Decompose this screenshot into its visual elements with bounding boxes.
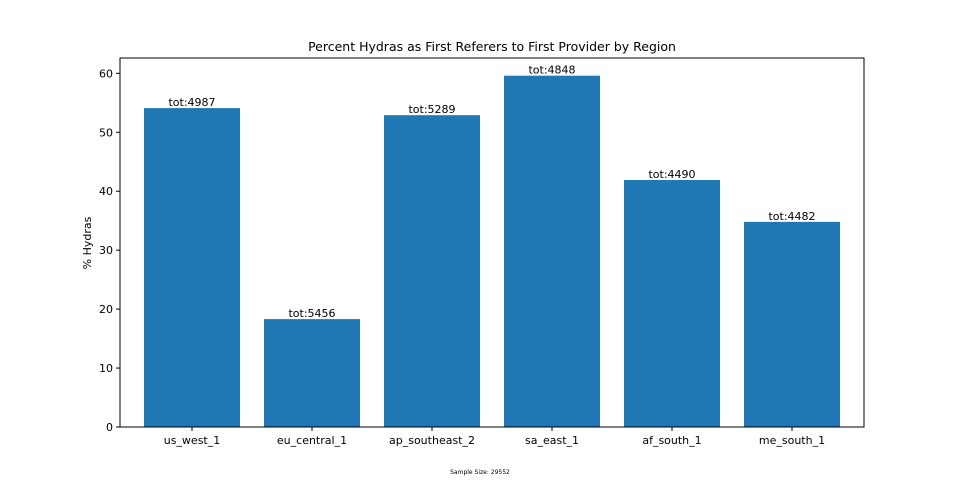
bar-value-label: tot:5289 (408, 103, 455, 116)
bars-group (144, 75, 840, 428)
bar-sa_east_1 (504, 75, 600, 427)
x-tick-label: sa_east_1 (525, 434, 579, 447)
y-tick-label: 50 (99, 126, 113, 139)
bar-value-label: tot:4490 (648, 168, 695, 181)
y-tick-label: 10 (99, 362, 113, 375)
x-axis: us_west_1 eu_central_1 ap_southeast_2 sa_ea… (164, 427, 825, 447)
bar-value-label: tot:5456 (288, 307, 335, 320)
bar-value-label: tot:4848 (528, 64, 575, 77)
bar-af_south_1 (624, 180, 720, 427)
y-axis: 0 10 20 30 40 50 60 (99, 67, 120, 434)
y-tick-label: 60 (99, 67, 113, 80)
bar-value-label: tot:4482 (768, 210, 815, 223)
plot-frame (119, 57, 865, 428)
bar-us_west_1 (144, 108, 240, 428)
x-tick-label: eu_central_1 (277, 434, 347, 447)
y-tick-label: 0 (106, 421, 113, 434)
x-tick-label: ap_southeast_2 (389, 434, 475, 447)
y-axis-label: % Hydras (81, 216, 94, 269)
y-tick-label: 30 (99, 244, 113, 257)
x-tick-label: af_south_1 (642, 434, 701, 447)
y-tick-label: 20 (99, 303, 113, 316)
bar-value-label: tot:4987 (168, 96, 215, 109)
bar-labels-group: tot:4987 tot:5456 tot:5289 tot:4848 tot:4490… (168, 64, 815, 320)
x-tick-label: me_south_1 (759, 434, 825, 447)
bar-eu_central_1 (264, 319, 360, 427)
bar-ap_southeast_2 (384, 115, 480, 428)
sample-size-note: Sample Size: 29552 (450, 469, 510, 476)
x-tick-label: us_west_1 (164, 434, 221, 447)
y-tick-label: 40 (99, 185, 113, 198)
bar-me_south_1 (744, 221, 840, 427)
chart-title: Percent Hydras as First Referers to Firs… (308, 39, 676, 54)
